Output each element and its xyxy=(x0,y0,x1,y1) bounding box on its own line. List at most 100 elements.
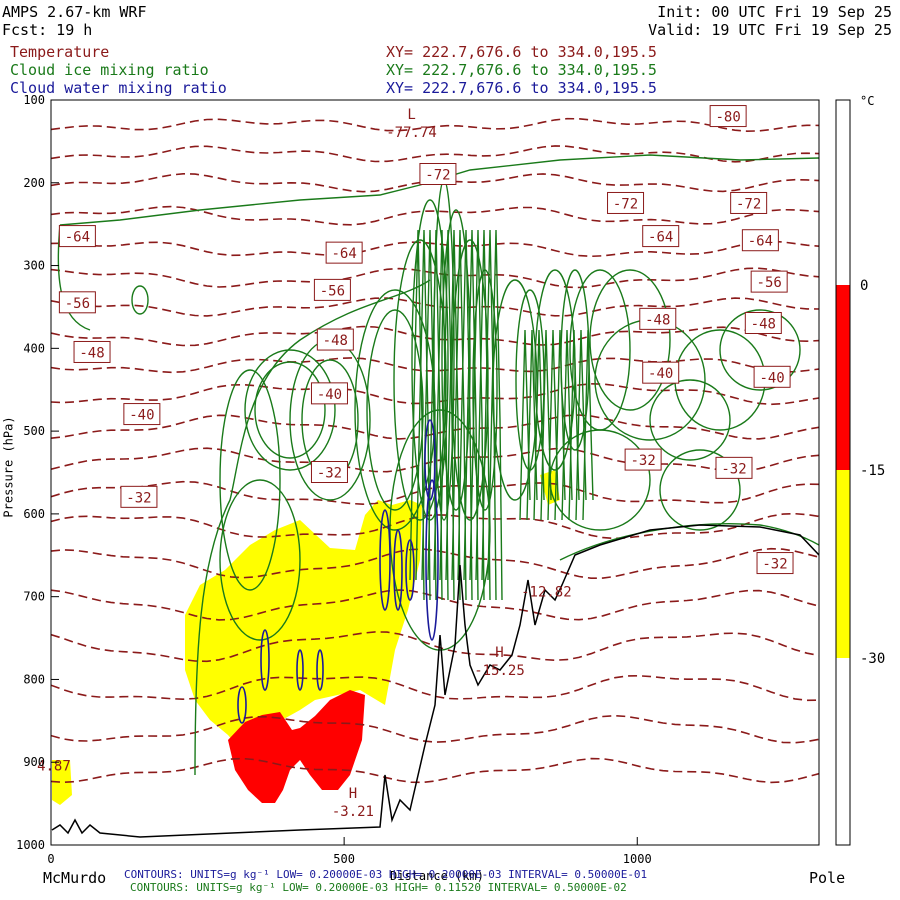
temperature-contour-label: -40 xyxy=(310,382,348,405)
svg-text:-56: -56 xyxy=(65,296,90,312)
temperature-contour-label: -48 xyxy=(744,312,782,334)
temperature-contour-line xyxy=(51,267,819,289)
temperature-contour-label: -64 xyxy=(741,229,779,252)
temperature-label-layer: -80 -72 -72 -72 -64 -64 -64 -64 -56 -56 -56 -48 -48 -… xyxy=(58,105,794,575)
temperature-contour-line xyxy=(51,447,819,473)
extremum-value: -12.82 xyxy=(521,585,572,601)
colorbar-band-yellow xyxy=(836,470,850,658)
field-temperature-xy: XY= 222.7,676.6 to 334.0,195.5 xyxy=(386,43,657,61)
field-water-xy: XY= 222.7,676.6 to 334.0,195.5 xyxy=(386,79,657,97)
ice-contour-cell xyxy=(451,239,489,521)
field-layer xyxy=(51,117,819,838)
water-contour-cell xyxy=(379,509,391,611)
water-contour-info: CONTOURS: UNITS=g kg⁻¹ LOW= 0.20000E-03 … xyxy=(124,868,648,881)
x-axis-ticks: 0 500 1000 xyxy=(47,837,652,866)
temperature-contour-line xyxy=(51,714,819,744)
svg-text:-32: -32 xyxy=(721,461,746,477)
colorbar-band-red xyxy=(836,285,850,470)
temperature-contour-label: -64 xyxy=(642,225,680,248)
temperature-contour-label: -40 xyxy=(642,361,680,384)
temperature-contour-line xyxy=(51,297,819,317)
extremum-type: H xyxy=(349,786,357,802)
temperature-contour-line xyxy=(51,414,819,440)
temperature-contour-line xyxy=(51,674,819,702)
svg-text:-40: -40 xyxy=(648,366,673,382)
colorbar-tick-label: -30 xyxy=(860,651,885,667)
water-contour-cell xyxy=(316,649,324,691)
temperature-contour-line xyxy=(51,512,819,540)
temperature-contour-label: -72 xyxy=(419,163,457,185)
svg-text:-64: -64 xyxy=(748,234,773,250)
temperature-contour-line xyxy=(51,205,819,226)
ice-contour-spike xyxy=(415,229,431,601)
water-contour-cell xyxy=(260,629,270,691)
ice-contour-info: CONTOURS: UNITS=g kg⁻¹ LOW= 0.20000E-03 … xyxy=(130,881,627,894)
ice-contour-spike xyxy=(439,229,455,601)
ice-contour-cell xyxy=(219,479,301,641)
x-start-label: McMurdo xyxy=(43,869,107,887)
ice-contour-spike xyxy=(433,229,449,601)
x-tick-label: 1000 xyxy=(623,852,652,866)
temperature-contour-label: -48 xyxy=(73,340,111,363)
temperature-contour-label: -56 xyxy=(58,291,96,314)
plot-frame xyxy=(50,99,820,846)
water-contour-cell xyxy=(393,529,403,611)
y-tick-label: 600 xyxy=(23,507,45,521)
ice-contour-cell xyxy=(244,349,336,471)
field-water-label: Cloud water mixing ratio xyxy=(10,79,227,97)
temperature-contour-label: -56 xyxy=(750,270,788,293)
temperature-contour-line xyxy=(51,480,819,506)
x-end-label: Pole xyxy=(809,869,846,887)
x-axis-title: Distance (km) xyxy=(390,869,484,883)
temperature-contour-label: -32 xyxy=(715,456,753,479)
y-tick-label: 800 xyxy=(23,672,45,686)
temperature-contour-line xyxy=(51,757,819,784)
ice-contour-cell xyxy=(589,269,671,411)
ice-contour-spike xyxy=(409,229,425,601)
temperature-contour-label: -32 xyxy=(624,448,662,471)
temperature-band-yellow-left xyxy=(52,760,72,805)
svg-text:-80: -80 xyxy=(715,110,740,126)
extremum-type: H xyxy=(495,645,503,661)
ice-contour-cell xyxy=(441,209,471,511)
svg-text:-72: -72 xyxy=(425,168,450,184)
temperature-contour-line xyxy=(51,382,819,406)
temperature-contour-label: -64 xyxy=(58,225,96,248)
ice-contour-cell xyxy=(649,379,731,461)
y-tick-label: 500 xyxy=(23,424,45,438)
ice-contour-spike xyxy=(463,229,479,601)
temperature-contour-label: -80 xyxy=(709,105,747,128)
field-ice-xy: XY= 222.7,676.6 to 334.0,195.5 xyxy=(386,61,657,79)
ice-contour-outer xyxy=(194,279,431,776)
ice-contour-spike xyxy=(457,229,473,601)
temperature-contour-label: -48 xyxy=(639,307,677,330)
water-contour-cell xyxy=(425,479,439,641)
field-ice-label: Cloud ice mixing ratio xyxy=(10,61,209,79)
ice-contour-spike xyxy=(427,229,443,601)
temperature-contour-line xyxy=(51,240,819,258)
y-tick-label: 700 xyxy=(23,590,45,604)
svg-text:-64: -64 xyxy=(65,230,90,246)
colorbar-ticks: 0 -15 -30 xyxy=(860,278,885,667)
extrema-label-layer: L -77.74 H -15.25 H -3.21 -12.82 4.87 xyxy=(37,107,572,820)
temperature-contour-line xyxy=(51,145,819,163)
water-contour-cell xyxy=(405,539,415,601)
ice-contour-cell xyxy=(254,361,326,459)
svg-text:-32: -32 xyxy=(126,490,151,506)
model-title: AMPS 2.67-km WRF xyxy=(2,3,147,21)
temperature-contour-label: -40 xyxy=(753,365,791,388)
ice-contour-cell xyxy=(131,285,149,315)
y-axis-ticks: 100 200 300 400 500 600 700 800 900 1000 xyxy=(16,93,59,852)
svg-text:-72: -72 xyxy=(736,196,761,212)
temperature-contour-label: -32 xyxy=(756,552,794,575)
y-tick-label: 1000 xyxy=(16,838,45,852)
svg-text:-72: -72 xyxy=(613,196,638,212)
svg-text:-64: -64 xyxy=(331,246,356,262)
y-tick-label: 300 xyxy=(23,259,45,273)
temperature-contour-label: -32 xyxy=(120,485,158,508)
svg-text:-48: -48 xyxy=(645,312,670,328)
temperature-contour-line xyxy=(51,547,819,580)
svg-text:-56: -56 xyxy=(757,275,782,291)
temperature-contour-label: -40 xyxy=(123,403,161,426)
x-tick-label: 0 xyxy=(47,852,54,866)
